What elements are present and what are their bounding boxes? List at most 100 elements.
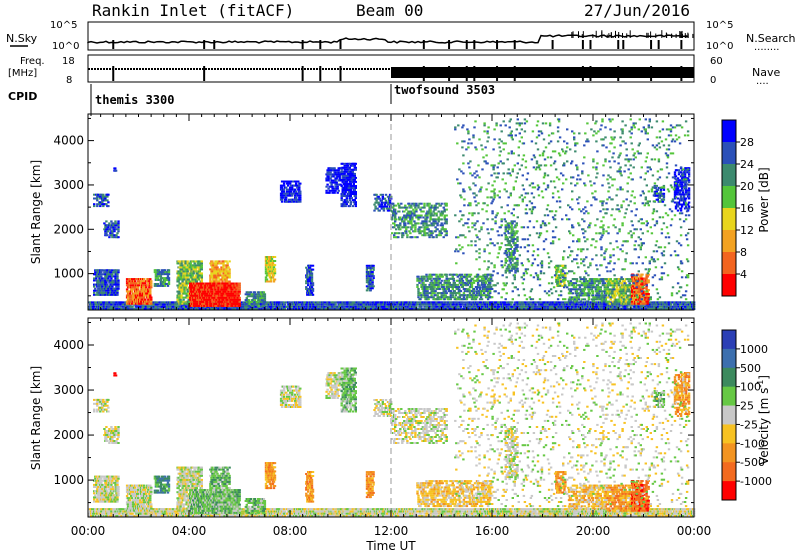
power-cell	[298, 188, 301, 191]
power-cell	[678, 303, 682, 306]
power-cell	[238, 296, 241, 299]
power-cell	[94, 287, 97, 290]
power-cell	[97, 193, 100, 196]
power-cell	[354, 201, 357, 204]
power-cell	[167, 281, 171, 283]
power-cell	[336, 191, 339, 194]
power-cell	[125, 278, 129, 281]
power-cell	[199, 290, 202, 293]
power-cell	[126, 298, 130, 301]
power-cell	[511, 301, 514, 304]
power-cell	[150, 280, 153, 283]
power-cell	[262, 304, 266, 307]
power-cell	[198, 270, 201, 273]
power-cell	[154, 269, 158, 272]
power-cell	[332, 308, 335, 310]
power-cell	[155, 275, 159, 278]
power-cell	[395, 228, 398, 231]
power-cell	[187, 278, 190, 281]
power-cell	[197, 278, 200, 281]
power-cell	[107, 273, 110, 276]
power-cell	[416, 303, 419, 306]
power-cell	[109, 269, 112, 272]
power-cell	[335, 173, 338, 176]
power-cell	[405, 232, 408, 235]
power-cell	[264, 272, 268, 275]
power-cell	[327, 179, 330, 182]
power-cell	[137, 290, 140, 293]
power-cell	[163, 269, 167, 272]
power-cell	[657, 308, 660, 310]
power-cell	[211, 266, 214, 269]
power-cell	[348, 205, 351, 208]
power-cell	[109, 291, 112, 294]
power-cell	[282, 180, 286, 183]
power-cell	[167, 271, 171, 274]
power-cell	[295, 182, 298, 185]
power-cell	[289, 301, 292, 304]
power-cell	[281, 196, 285, 199]
power-cell	[228, 260, 231, 263]
power-cell	[349, 189, 352, 191]
power-cell	[287, 184, 290, 187]
power-cell	[96, 199, 99, 202]
power-cell	[504, 301, 507, 304]
power-cell	[308, 266, 312, 269]
power-cell	[392, 202, 395, 205]
power-cell	[93, 293, 96, 296]
power-cell	[126, 280, 130, 283]
power-cell	[271, 305, 275, 308]
power-cell	[354, 162, 357, 165]
power-cell	[192, 260, 195, 263]
power-cell	[107, 226, 110, 229]
power-cell	[99, 197, 102, 200]
power-cell	[220, 278, 223, 281]
power-cell	[181, 308, 185, 310]
power-cell	[395, 218, 398, 221]
power-cell	[375, 199, 378, 202]
power-cell	[498, 305, 501, 308]
power-cell	[210, 290, 213, 293]
power-cell	[405, 218, 408, 221]
power-cell	[214, 272, 217, 275]
power-cell	[405, 308, 408, 310]
power-cell	[690, 308, 693, 310]
power-cell	[403, 210, 406, 213]
power-cell	[96, 203, 99, 206]
power-cell	[375, 197, 378, 200]
power-cell	[167, 283, 171, 285]
power-cell	[140, 302, 143, 305]
power-cell	[330, 189, 333, 192]
power-cell	[288, 180, 291, 183]
power-cell	[200, 278, 203, 281]
power-cell	[120, 305, 123, 308]
power-cell	[341, 170, 344, 173]
power-cell	[340, 195, 343, 197]
power-cell	[130, 290, 134, 293]
power-cell	[397, 202, 400, 205]
power-cell	[298, 303, 301, 306]
power-cell	[112, 226, 115, 229]
power-cell	[127, 284, 131, 287]
power-cell	[354, 197, 357, 200]
power-cell	[218, 262, 221, 265]
power-cell	[469, 301, 473, 304]
power-cell	[183, 264, 186, 267]
power-cell	[305, 266, 308, 269]
power-cell	[177, 270, 180, 273]
power-cell	[101, 273, 104, 276]
power-cell	[381, 195, 384, 198]
power-cell	[413, 301, 416, 304]
power-cell	[299, 200, 302, 203]
power-cell	[310, 278, 314, 281]
freq-tick-bottom: 8	[66, 75, 72, 86]
power-cell	[109, 279, 112, 282]
power-cell	[236, 286, 239, 289]
power-cell	[116, 273, 119, 276]
power-cell	[188, 280, 191, 283]
plot-title: Rankin Inlet (fitACF)	[92, 1, 294, 20]
power-cell	[113, 291, 116, 294]
power-cell	[372, 275, 375, 278]
power-cell	[338, 175, 341, 178]
power-cell	[225, 260, 228, 263]
